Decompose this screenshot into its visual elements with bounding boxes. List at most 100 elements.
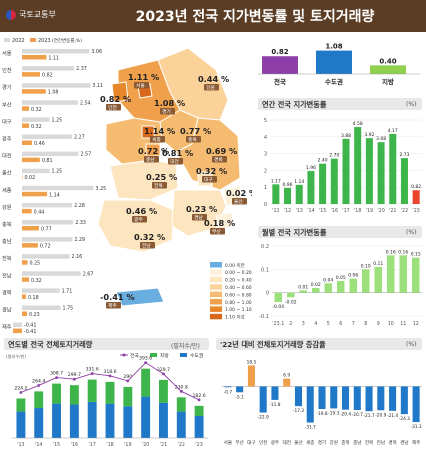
trade-total-point: [37, 384, 41, 387]
map-name-label: 광주: [134, 216, 143, 223]
map-name-tag: [202, 176, 217, 183]
summary-label: 수도권: [325, 77, 343, 86]
value-2022: 3.06: [91, 49, 102, 55]
map-value-label: 0.32 %: [134, 232, 165, 242]
map-name-tag: [160, 108, 175, 115]
annual-value: 1.96: [306, 165, 316, 171]
map-name-label: 인천: [108, 104, 117, 111]
annual-value: 3.92: [364, 132, 374, 138]
trade-bar-local: [194, 415, 204, 438]
summary-label: 전국: [274, 77, 286, 86]
map-legend-label: 0.00 미만: [225, 262, 245, 269]
bar-2022: [22, 151, 79, 157]
change-value: -11.8: [269, 402, 280, 408]
region-name: 충북: [2, 220, 12, 228]
region-name: 전남: [2, 271, 12, 279]
region-name: 울산: [2, 169, 12, 177]
trade-sub-unit: (필지수/만): [6, 353, 26, 360]
value-2023: 1.11: [48, 56, 59, 62]
bar-2022: [22, 254, 70, 259]
value-2023: 0.18: [28, 295, 39, 301]
bar-2023: [22, 140, 33, 145]
change-xtick: 인천: [259, 439, 267, 446]
trade-bar-capital: [141, 368, 151, 397]
map-legend-swatch: [210, 299, 222, 305]
trade-bar-local: [176, 411, 186, 438]
annual-bar: [330, 158, 338, 204]
bar-2023: [22, 191, 48, 197]
annual-bar: [272, 184, 280, 204]
annual-value: 2.73: [399, 152, 409, 158]
annual-xtick: '23: [412, 208, 419, 214]
map-legend-label: 0.20 ~ 0.40: [225, 278, 252, 284]
bar-2023: [22, 89, 46, 94]
change-value: -31.3: [411, 424, 422, 430]
annual-bar: [412, 190, 420, 204]
map-value-label: 0.46 %: [126, 206, 157, 216]
monthly-bar: [399, 255, 407, 293]
map-value-label: 0.82 %: [100, 94, 131, 104]
annual-value: 3.88: [341, 133, 351, 139]
monthly-bar: [324, 283, 332, 293]
trade-bar-local: [141, 396, 151, 438]
change-xtick: 부산: [235, 439, 244, 446]
map-name-label: 강원: [206, 84, 215, 91]
annual-value: 2.40: [318, 158, 328, 164]
change-xtick: 경북: [388, 439, 396, 446]
map-value-label: 0.77 %: [180, 126, 211, 136]
monthly-xtick: 5: [327, 321, 330, 327]
map-value-label: 1.14 %: [144, 126, 175, 136]
summary-label: 지방: [382, 77, 394, 86]
map-name-label: 경북: [214, 156, 223, 163]
change-value: -0.7: [224, 389, 233, 395]
trade-header: [4, 338, 209, 350]
trade-xtick: '18: [106, 442, 113, 448]
value-2023: 0.32: [31, 278, 42, 284]
bar-2023: [22, 243, 38, 248]
legend-label-2022: 2022: [12, 38, 25, 44]
trade-bar-local: [159, 402, 168, 438]
trade-bar-capital: [69, 385, 79, 405]
trade-total-point: [126, 379, 130, 383]
page-title: 2023년 전국 지가변동률 및 토지거래량: [135, 9, 375, 25]
trade-total-value: 329.7: [157, 367, 170, 373]
monthly-xtick: 12: [413, 321, 419, 327]
region-bar-chart: 2022 2023 (연간변동률,%) 서울 3.06 1.11 인천 2.37 0.82 경기…: [2, 37, 106, 335]
change-xtick: 대전: [282, 439, 290, 446]
monthly-ytick: 0.1: [261, 267, 269, 273]
map-value-label: 0.25 %: [146, 172, 177, 182]
value-2023: 0.81: [42, 158, 53, 164]
annual-value: 0.82: [411, 184, 421, 190]
change-value: -19.8: [316, 411, 327, 417]
legend-label-2023: 2023: [38, 38, 51, 44]
monthly-value: 0.10: [361, 263, 371, 269]
trade-total-value: 308.7: [50, 371, 63, 377]
annual-xtick: '13: [296, 208, 303, 214]
trade-bar-capital: [34, 391, 44, 409]
change-bar: [247, 365, 255, 387]
annual-value: 2.70: [329, 153, 339, 159]
monthly-xtick: 2: [289, 321, 292, 327]
value-2023: 0.82: [42, 73, 53, 79]
bar-2022: [22, 134, 72, 139]
value-2023: 0.32: [31, 107, 42, 113]
annual-xtick: '11: [272, 208, 279, 214]
monthly-ytick: 0: [266, 291, 269, 297]
region-name: 인천: [2, 67, 12, 74]
change-bar: [236, 386, 244, 393]
change-xtick: 세종: [306, 439, 314, 446]
change-bar: [306, 386, 314, 423]
change-value: -20.9: [375, 412, 386, 418]
value-2022: 2.37: [76, 66, 87, 72]
summary-value: 0.82: [271, 48, 288, 56]
value-2023: 1.14: [49, 192, 60, 198]
monthly-header: [258, 226, 422, 238]
map-name-tag: [140, 242, 155, 249]
value-2023: 0.25: [30, 261, 41, 267]
monthly-title: 월별 전국 지가변동률: [262, 228, 327, 237]
region-name: 경남: [2, 306, 12, 314]
change-unit: (%): [406, 341, 417, 348]
value-2022: 2.67: [83, 271, 94, 277]
bar-2022: [22, 185, 94, 191]
trade-total-point: [162, 372, 165, 376]
